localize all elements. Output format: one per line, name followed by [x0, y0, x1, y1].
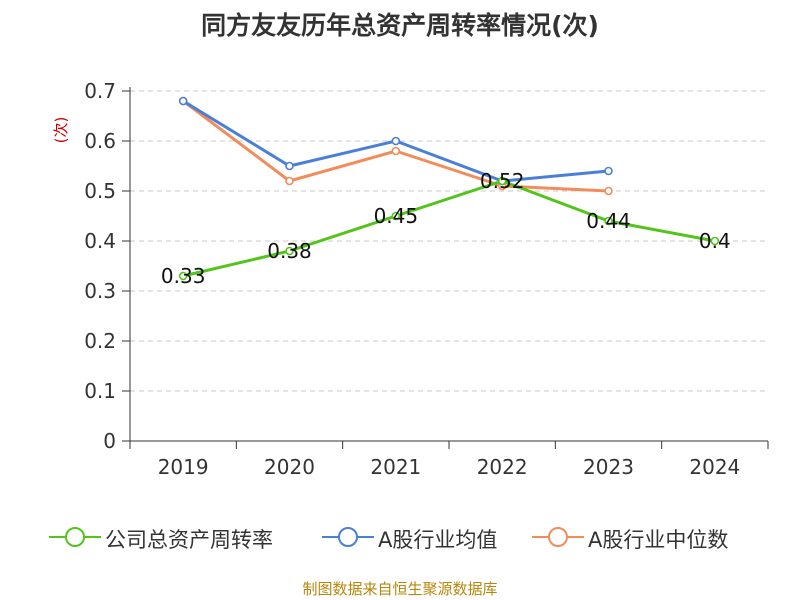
- data-label: 0.44: [586, 209, 631, 233]
- legend-marker-icon: [322, 527, 374, 547]
- legend-marker-icon: [532, 527, 584, 547]
- y-tick-label: 0.7: [84, 79, 116, 103]
- data-label: 0.38: [267, 239, 312, 263]
- data-point[interactable]: [178, 96, 188, 106]
- data-point[interactable]: [391, 211, 401, 221]
- series-line: [182, 179, 716, 278]
- x-tick-label: 2024: [689, 455, 740, 479]
- data-point[interactable]: [285, 176, 294, 186]
- legend: 公司总资产周转率 A股行业均值 A股行业中位数: [0, 518, 800, 558]
- data-label: 0.4: [699, 229, 731, 253]
- source-footnote: 制图数据来自恒生聚源数据库: [302, 580, 498, 598]
- y-tick-label: 0.4: [84, 229, 116, 253]
- legend-item-company[interactable]: 公司总资产周转率: [45, 518, 273, 558]
- y-tick-label: 0.3: [84, 279, 116, 303]
- legend-label: 公司总资产周转率: [105, 528, 273, 552]
- data-label: 0.45: [374, 204, 419, 228]
- legend-item-industry-mean[interactable]: A股行业均值: [318, 518, 497, 558]
- legend-label: A股行业中位数: [588, 528, 729, 552]
- data-label: 0.52: [480, 169, 525, 193]
- y-tick-label: 0.2: [84, 329, 116, 353]
- series-lines: [178, 96, 720, 281]
- legend-label: A股行业均值: [378, 528, 498, 552]
- data-point[interactable]: [604, 216, 613, 226]
- chart-title: 同方友友历年总资产周转率情况(次): [201, 11, 599, 40]
- data-point[interactable]: [391, 146, 401, 156]
- x-tick-label: 2020: [264, 455, 315, 479]
- legend-marker-icon: [49, 527, 101, 547]
- y-tick-label: 0.6: [84, 129, 116, 153]
- x-tick-label: 2021: [370, 455, 421, 479]
- data-point[interactable]: [391, 136, 401, 146]
- data-point[interactable]: [604, 186, 613, 196]
- x-tick-label: 2022: [477, 455, 528, 479]
- x-tick-label: 2019: [158, 455, 209, 479]
- y-tick-label: 0.1: [84, 379, 116, 403]
- data-point[interactable]: [497, 176, 507, 186]
- data-point[interactable]: [178, 271, 188, 281]
- axes: 0 0.1 0.2 0.3 0.4 0.5 0.6 0.7 2019 2020 2021 2022 20…: [84, 79, 769, 479]
- data-point[interactable]: [285, 161, 294, 171]
- y-axis-unit-label: (次): [52, 117, 70, 144]
- x-tick-label: 2023: [583, 455, 634, 479]
- data-point[interactable]: [604, 166, 613, 176]
- grid-lines: [130, 90, 768, 392]
- y-tick-label: 0: [103, 429, 116, 453]
- y-tick-label: 0.5: [84, 179, 116, 203]
- data-point[interactable]: [710, 236, 720, 246]
- data-label: 0.33: [161, 264, 206, 288]
- data-point[interactable]: [285, 246, 294, 256]
- legend-item-industry-median[interactable]: A股行业中位数: [528, 518, 728, 558]
- data-labels: 0.33 0.38 0.45 0.52 0.44 0.4: [161, 169, 731, 288]
